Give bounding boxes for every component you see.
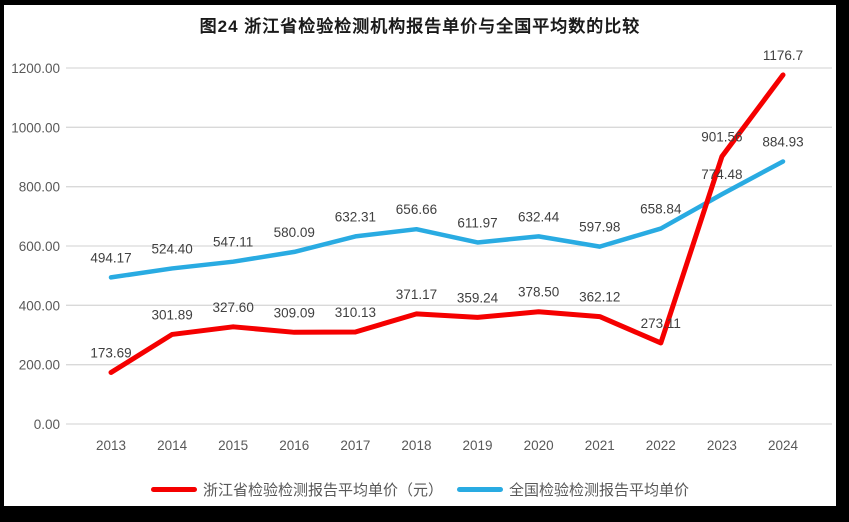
data-point-label: 359.24 [457,290,499,305]
x-axis-tick-label: 2021 [585,438,615,453]
x-axis-tick-label: 2019 [463,438,493,453]
data-point-label: 632.31 [335,209,376,224]
data-point-label: 774.48 [701,167,742,182]
data-point-label: 656.66 [396,202,437,217]
data-point-label: 362.12 [579,290,620,305]
data-point-label: 901.56 [701,130,742,145]
x-axis-tick-label: 2023 [707,438,737,453]
data-point-label: 580.09 [274,225,315,240]
series-line-zhejiang [108,72,786,375]
series-line-national [108,159,786,280]
data-point-label: 173.69 [90,345,131,360]
data-point-label: 301.89 [151,307,192,322]
x-axis-tick-label: 2022 [646,438,676,453]
chart-title: 图24 浙江省检验检测机构报告单价与全国平均数的比较 [199,17,641,36]
zhejiang-series-swatch [150,487,197,492]
y-axis-tick-label: 400.00 [19,298,60,313]
data-point-label: 658.84 [640,202,682,217]
data-point-label: 378.50 [518,285,559,300]
legend-item-national: 全国检验检测报告平均单价 [457,479,689,500]
y-axis-tick-label: 800.00 [19,180,60,195]
data-point-label: 494.17 [90,250,131,265]
data-point-label: 611.97 [457,215,497,230]
y-axis-tick-label: 1200.00 [11,61,60,76]
legend-label-national: 全国检验检测报告平均单价 [509,482,690,499]
y-axis-tick-label: 1000.00 [11,120,60,135]
data-point-label: 547.11 [213,235,253,250]
x-axis-tick-label: 2015 [218,438,248,453]
x-axis-tick-label: 2018 [401,438,431,453]
x-axis-tick-label: 2013 [96,438,126,453]
data-point-label: 371.17 [396,287,437,302]
legend-item-zhejiang: 浙江省检验检测报告平均单价（元） [150,479,443,500]
data-point-label: 1176.7 [763,48,803,63]
x-axis-tick-label: 2014 [157,438,188,453]
x-axis-tick-label: 2024 [768,438,799,453]
data-point-label: 524.40 [151,241,192,256]
y-axis-tick-label: 200.00 [19,358,60,373]
national-series-swatch [457,487,503,492]
y-axis-tick-label: 0.00 [34,417,60,432]
legend-label-zhejiang: 浙江省检验检测报告平均单价（元） [202,482,443,499]
data-point-label: 309.09 [274,305,315,320]
data-point-label: 884.93 [762,134,803,149]
data-point-label: 597.98 [579,220,620,235]
data-point-label: 273.11 [641,316,681,331]
data-point-label: 310.13 [335,305,376,320]
data-point-label: 632.44 [518,209,560,224]
chart-legend: 浙江省检验检测报告平均单价（元） 全国检验检测报告平均单价 [4,479,836,500]
x-axis-tick-label: 2016 [279,438,309,453]
y-axis-tick-label: 600.00 [19,239,60,254]
x-axis-tick-label: 2020 [524,438,554,453]
x-axis-tick-label: 2017 [340,438,370,453]
data-point-label: 327.60 [213,300,254,315]
line-chart-plot-area: 0.00 200.00 400.00 600.00 800.00 1000.00 1200.… [11,48,832,453]
